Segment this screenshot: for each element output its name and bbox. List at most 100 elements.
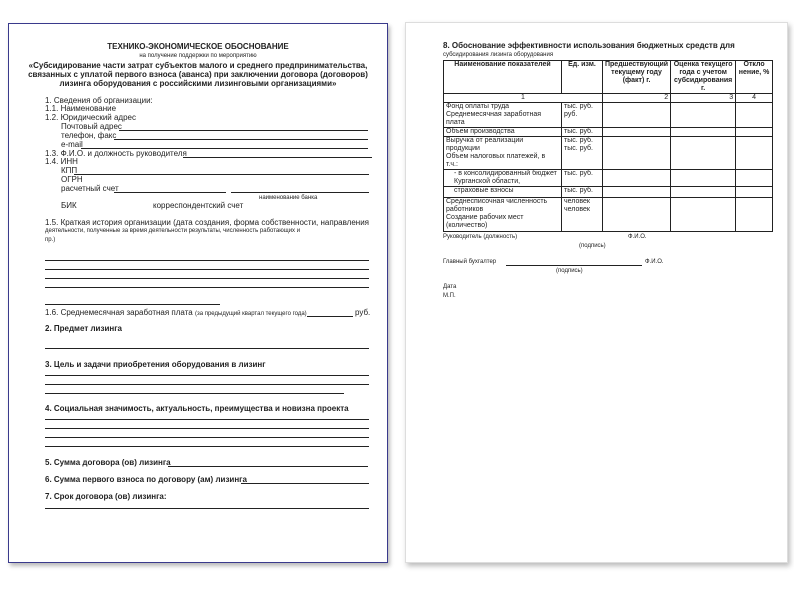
label-head: Руководитель (должность) — [443, 234, 518, 240]
column-number-row: 1 2 3 4 — [443, 93, 773, 103]
value-cell[interactable] — [601, 127, 672, 137]
col-header: Наименование показателей — [443, 60, 562, 94]
answer-line[interactable] — [45, 375, 369, 376]
label-inn: 1.4. ИНН — [45, 157, 78, 166]
doc-title: ТЕХНИКО-ЭКОНОМИЧЕСКОЕ ОБОСНОВАНИЕ — [107, 42, 289, 51]
label-bank-name: наименование банка — [259, 195, 318, 201]
col-header: Ед. изм. — [561, 60, 603, 94]
doc-subtitle: на получение поддержки по мероприятию — [139, 53, 257, 59]
value-cell[interactable] — [735, 169, 773, 187]
value-cell[interactable] — [735, 127, 773, 137]
row-name: Объем производства — [443, 127, 562, 137]
row-name: страховые взносы — [443, 186, 562, 198]
label-ogrn: ОГРН — [61, 175, 83, 184]
col-number: 3 — [670, 93, 737, 103]
value-cell[interactable] — [735, 102, 773, 128]
lease-sum-field[interactable] — [168, 466, 368, 467]
col-header: Откло нение, % — [735, 60, 773, 94]
table-row: страховые взносы тыс. руб. — [443, 186, 773, 198]
row-unit: тыс. руб. руб. — [561, 102, 603, 128]
section-5: 5. Сумма договора (ов) лизинга — [45, 458, 171, 467]
value-cell[interactable] — [670, 186, 737, 198]
row-unit: тыс. руб. тыс. руб. — [561, 136, 603, 170]
table-header-row: Наименование показателей Ед. изм. Предше… — [443, 60, 773, 94]
value-cell[interactable] — [601, 186, 672, 198]
label-stamp: М.П. — [443, 293, 456, 299]
col-number: 2 — [601, 93, 672, 103]
program-line: лизинга оборудования с российскими лизин… — [59, 79, 337, 88]
row-name: - в консолидированный бюджет Курганской … — [443, 169, 562, 187]
label-rub: руб. — [355, 308, 371, 317]
answer-line[interactable] — [45, 437, 369, 438]
efficiency-table: Наименование показателей Ед. изм. Предше… — [443, 60, 773, 232]
section-1: 1. Сведения об организации: — [45, 96, 153, 105]
answer-line[interactable] — [45, 428, 369, 429]
row-name: Среднесписочная численность работников С… — [443, 197, 562, 232]
table-row: Среднесписочная численность работников С… — [443, 197, 773, 232]
col-header: Предшествующий текущему году (факт) г. — [601, 60, 672, 94]
label-fio: Ф.И.О. — [645, 259, 664, 265]
label-legal-address: 1.2. Юридический адрес — [45, 113, 136, 122]
program-line: «Субсидирование части затрат субъектов м… — [28, 61, 368, 70]
table-row: Фонд оплаты труда Среднемесячная заработ… — [443, 102, 773, 128]
label-date: Дата — [443, 284, 457, 290]
section-4: 4. Социальная значимость, актуальность, … — [45, 404, 349, 413]
answer-line[interactable] — [45, 446, 369, 447]
page-1: ТЕХНИКО-ЭКОНОМИЧЕСКОЕ ОБОСНОВАНИЕ на пол… — [8, 23, 388, 563]
value-cell[interactable] — [670, 169, 737, 187]
answer-line[interactable] — [45, 287, 369, 288]
value-cell[interactable] — [735, 197, 773, 232]
postal-field[interactable] — [119, 130, 368, 131]
label-postal: Почтовый адрес — [61, 122, 122, 131]
row-name: Выручка от реализации продукции Объем на… — [443, 136, 562, 170]
answer-line[interactable] — [45, 269, 369, 270]
bank-field[interactable] — [231, 192, 369, 193]
label-corr-account: корреспондентский счет — [153, 201, 244, 210]
section-8-heading: субсидирования лизинга оборудования — [443, 52, 554, 58]
value-cell[interactable] — [601, 102, 672, 128]
label-signature: (подпись) — [556, 268, 583, 274]
value-cell[interactable] — [670, 102, 737, 128]
label-bik: БИК — [61, 201, 77, 210]
value-cell[interactable] — [601, 197, 672, 232]
label-account: расчетный счет — [61, 184, 119, 193]
phone-field[interactable] — [114, 139, 368, 140]
section-1-5: 1.5. Краткая история организации (дата с… — [45, 218, 369, 227]
label-signature: (подпись) — [579, 243, 606, 249]
section-8-heading: 8. Обоснование эффективности использован… — [443, 41, 735, 50]
section-7: 7. Срок договора (ов) лизинга: — [45, 492, 167, 501]
value-cell[interactable] — [735, 186, 773, 198]
label-director: 1.3. Ф.И.О. и должность руководителя — [45, 149, 187, 158]
label-name: 1.1. Наименование — [45, 104, 117, 113]
answer-line[interactable] — [45, 393, 344, 394]
program-line: связанных с уплатой первого взноса (аван… — [28, 70, 368, 79]
row-unit: тыс. руб. — [561, 169, 603, 187]
value-cell[interactable] — [670, 136, 737, 170]
value-cell[interactable] — [601, 136, 672, 170]
kpp-field[interactable] — [74, 174, 369, 175]
table-row: Объем производства тыс. руб. — [443, 127, 773, 137]
value-cell[interactable] — [670, 197, 737, 232]
salary-note: (за предыдущий квартал текущего года) — [194, 311, 307, 317]
answer-line[interactable] — [45, 384, 369, 385]
section-1-6: 1.6. Среднемесячная заработная плата (за… — [45, 308, 307, 319]
answer-line[interactable] — [45, 278, 369, 279]
value-cell[interactable] — [735, 136, 773, 170]
account-field[interactable] — [114, 192, 226, 193]
email-field[interactable] — [81, 148, 368, 149]
value-cell[interactable] — [601, 169, 672, 187]
answer-line[interactable] — [45, 260, 369, 261]
answer-line[interactable] — [45, 419, 369, 420]
label-kpp: КПП — [61, 166, 78, 175]
answer-line[interactable] — [45, 348, 369, 349]
accountant-signature-field[interactable] — [506, 265, 642, 266]
salary-field[interactable] — [307, 316, 353, 317]
label-salary: 1.6. Среднемесячная заработная плата — [45, 308, 193, 317]
answer-line[interactable] — [45, 304, 220, 305]
value-cell[interactable] — [670, 127, 737, 137]
table-row: Выручка от реализации продукции Объем на… — [443, 136, 773, 170]
table-row: - в консолидированный бюджет Курганской … — [443, 169, 773, 187]
first-payment-field[interactable] — [241, 483, 369, 484]
term-field[interactable] — [45, 508, 369, 509]
director-field[interactable] — [183, 157, 372, 158]
